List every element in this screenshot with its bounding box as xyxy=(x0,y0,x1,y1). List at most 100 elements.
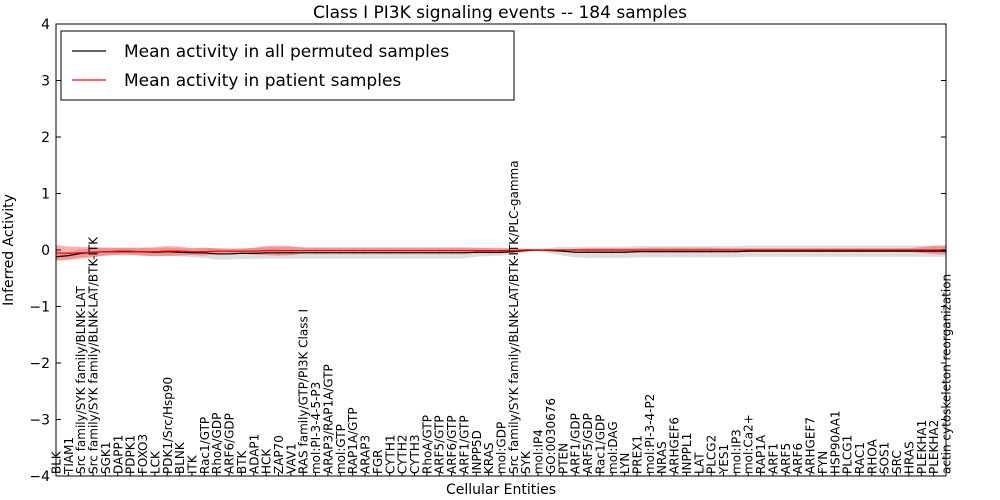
point-patient xyxy=(648,249,650,251)
point-permuted xyxy=(611,251,613,253)
point-permuted xyxy=(475,251,477,253)
point-patient xyxy=(166,250,168,252)
plot-frame xyxy=(55,23,947,477)
point-permuted xyxy=(562,250,564,252)
point-patient xyxy=(92,251,94,253)
x-tick-label: ITK xyxy=(185,454,199,474)
point-permuted xyxy=(735,251,737,253)
x-tick-label: ARHGEF6 xyxy=(668,417,682,474)
point-patient xyxy=(883,249,885,251)
point-permuted xyxy=(933,250,935,252)
point-permuted xyxy=(710,251,712,253)
x-tick-label: FYN xyxy=(816,451,830,474)
point-patient xyxy=(562,249,564,251)
point-patient xyxy=(624,249,626,251)
point-patient xyxy=(710,249,712,251)
point-permuted xyxy=(821,250,823,252)
point-permuted xyxy=(512,251,514,253)
point-patient xyxy=(933,249,935,251)
point-patient xyxy=(574,249,576,251)
series-lines xyxy=(55,249,947,258)
point-patient xyxy=(549,249,552,251)
x-tick-label: BTK xyxy=(235,449,249,474)
point-patient xyxy=(735,249,737,251)
x-tick-label: KRAS xyxy=(482,442,496,474)
point-patient xyxy=(364,249,366,252)
x-tick-label: CYTH2 xyxy=(396,435,410,475)
point-patient xyxy=(685,249,688,251)
x-tick-label: FOXO3 xyxy=(136,434,150,474)
point-patient xyxy=(141,251,144,253)
point-patient xyxy=(636,249,638,251)
point-permuted xyxy=(895,250,898,252)
point-permuted xyxy=(500,251,502,253)
x-tick-label: CYTH3 xyxy=(408,435,422,475)
legend: Mean activity in all permuted samples Me… xyxy=(60,30,515,101)
x-tick-label: ARF6 xyxy=(791,443,805,474)
point-patient xyxy=(920,249,922,251)
x-tick-label: PLEKHA2 xyxy=(927,420,941,474)
point-permuted xyxy=(191,252,193,254)
point-permuted xyxy=(759,250,762,252)
point-patient xyxy=(599,249,601,251)
point-patient xyxy=(834,249,836,251)
x-tick-label: HCK xyxy=(260,448,274,474)
point-permuted xyxy=(67,255,69,257)
x-tick-label: BLNK xyxy=(173,441,187,474)
x-tick-label: RhoA/GTP xyxy=(420,415,434,474)
point-patient xyxy=(698,249,700,251)
x-tick-label: PREX1 xyxy=(630,435,644,474)
x-tick-label: mol:IP4 xyxy=(532,429,546,474)
point-patient xyxy=(908,249,910,251)
point-patient xyxy=(413,249,416,252)
point-patient xyxy=(611,249,613,251)
x-tick-label: PLEKHA1 xyxy=(915,420,929,474)
x-tick-label: GO:0030676 xyxy=(544,398,558,474)
x-tick-label: ARF1/GDP xyxy=(569,413,583,474)
x-tick-label: VAV1 xyxy=(284,443,298,474)
point-patient xyxy=(253,250,255,252)
point-patient xyxy=(376,249,378,252)
point-permuted xyxy=(401,252,403,254)
point-permuted xyxy=(413,252,416,254)
point-permuted xyxy=(722,251,725,253)
point-permuted xyxy=(661,251,663,253)
point-permuted xyxy=(364,252,366,254)
point-patient xyxy=(586,249,589,251)
point-permuted xyxy=(352,252,354,254)
x-tick-label: ARF6/GTP xyxy=(445,415,459,474)
x-tick-label: mol:PI-3-4-P2 xyxy=(643,394,657,474)
point-patient xyxy=(216,250,218,252)
point-patient xyxy=(339,249,341,252)
point-patient xyxy=(488,249,490,252)
x-tick-label: ZAP70 xyxy=(272,435,286,474)
point-patient xyxy=(537,249,539,251)
point-permuted xyxy=(376,252,378,254)
x-tick-label: mol:Ca2+ xyxy=(742,414,756,474)
point-permuted xyxy=(685,251,688,253)
point-patient xyxy=(191,251,193,253)
point-patient xyxy=(500,249,502,252)
x-tick-label: FGR xyxy=(371,449,385,474)
x-tick-label: SYK xyxy=(519,450,533,474)
point-patient xyxy=(797,249,799,251)
point-permuted xyxy=(920,250,922,252)
point-patient xyxy=(426,249,428,252)
x-tick-label: Rac1/GDP xyxy=(593,415,607,474)
legend-box xyxy=(60,30,515,101)
point-patient xyxy=(475,249,477,252)
point-permuted xyxy=(772,250,774,252)
x-tick-label: TIAM1 xyxy=(62,437,76,475)
x-tick-label: RAS family/GTP/PI3K Class I xyxy=(297,309,311,474)
point-permuted xyxy=(253,252,255,254)
x-tick-label: RAP1A/GTP xyxy=(346,407,360,474)
x-tick-label: ARF5/GTP xyxy=(433,415,447,474)
point-permuted xyxy=(624,251,626,253)
x-tick-label: SGK1 xyxy=(99,442,113,474)
point-permuted xyxy=(908,250,910,252)
point-permuted xyxy=(450,252,453,254)
point-permuted xyxy=(648,251,650,253)
y-tick-label: 4 xyxy=(41,17,50,33)
x-tick-label: SRC xyxy=(890,450,904,474)
